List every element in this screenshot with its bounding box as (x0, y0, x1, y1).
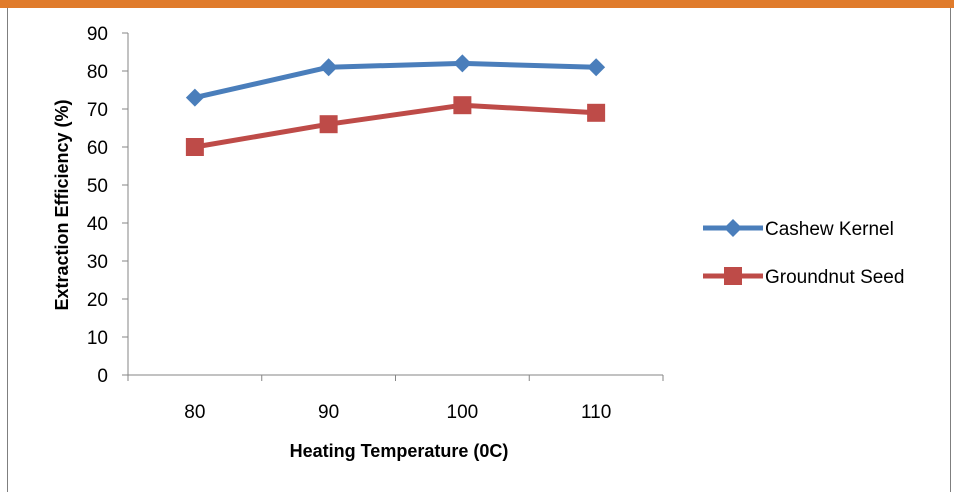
y-axis-ticks: 0 10 20 30 40 50 60 70 80 90 (87, 24, 128, 387)
legend-label-groundnut-seed: Groundnut Seed (765, 267, 904, 288)
y-tick-label: 10 (87, 328, 108, 349)
frame-left-border (7, 8, 8, 492)
series-cashew-kernel (185, 54, 606, 107)
data-point-cashew-kernel (587, 58, 606, 77)
legend-item-groundnut-seed: Groundnut Seed (703, 267, 904, 288)
data-point-groundnut-seed (453, 96, 472, 115)
data-point-cashew-kernel (185, 88, 204, 107)
x-tick-label: 100 (447, 402, 479, 423)
x-tick-label: 110 (581, 402, 611, 423)
data-point-cashew-kernel (453, 54, 472, 73)
data-point-cashew-kernel (319, 58, 338, 77)
x-tick-label: 90 (318, 402, 339, 423)
y-axis-title: Extraction Efficiency (%) (52, 99, 72, 310)
y-tick-label: 30 (87, 252, 108, 273)
series-layer (185, 54, 606, 156)
data-point-groundnut-seed (587, 103, 606, 122)
legend-marker-cashew-kernel (724, 219, 742, 237)
y-tick-label: 60 (87, 138, 108, 159)
data-point-groundnut-seed (185, 138, 204, 156)
x-axis-ticks: 80 90 100 110 (127, 375, 664, 423)
y-tick-label: 20 (87, 290, 108, 311)
series-line-cashew-kernel (194, 60, 597, 101)
x-tick-label: 80 (184, 402, 205, 423)
legend-item-cashew-kernel: Cashew Kernel (703, 219, 894, 240)
legend-label-cashew-kernel: Cashew Kernel (765, 219, 894, 240)
data-point-groundnut-seed (319, 115, 338, 134)
y-tick-label: 90 (87, 24, 108, 45)
x-axis-title: Heating Temperature (0C) (290, 441, 509, 461)
y-tick-label: 0 (97, 366, 108, 387)
legend-marker-groundnut-seed (724, 267, 742, 285)
frame-right-border (950, 8, 951, 492)
series-groundnut-seed (185, 96, 606, 156)
y-tick-label: 70 (87, 100, 108, 121)
y-tick-label: 40 (87, 214, 108, 235)
legend: Cashew Kernel Groundnut Seed (703, 219, 904, 288)
top-accent-bar (0, 0, 954, 8)
series-line-groundnut-seed (194, 102, 597, 150)
chart-axes (127, 33, 663, 376)
y-tick-label: 50 (87, 176, 108, 197)
y-tick-label: 80 (87, 62, 108, 83)
